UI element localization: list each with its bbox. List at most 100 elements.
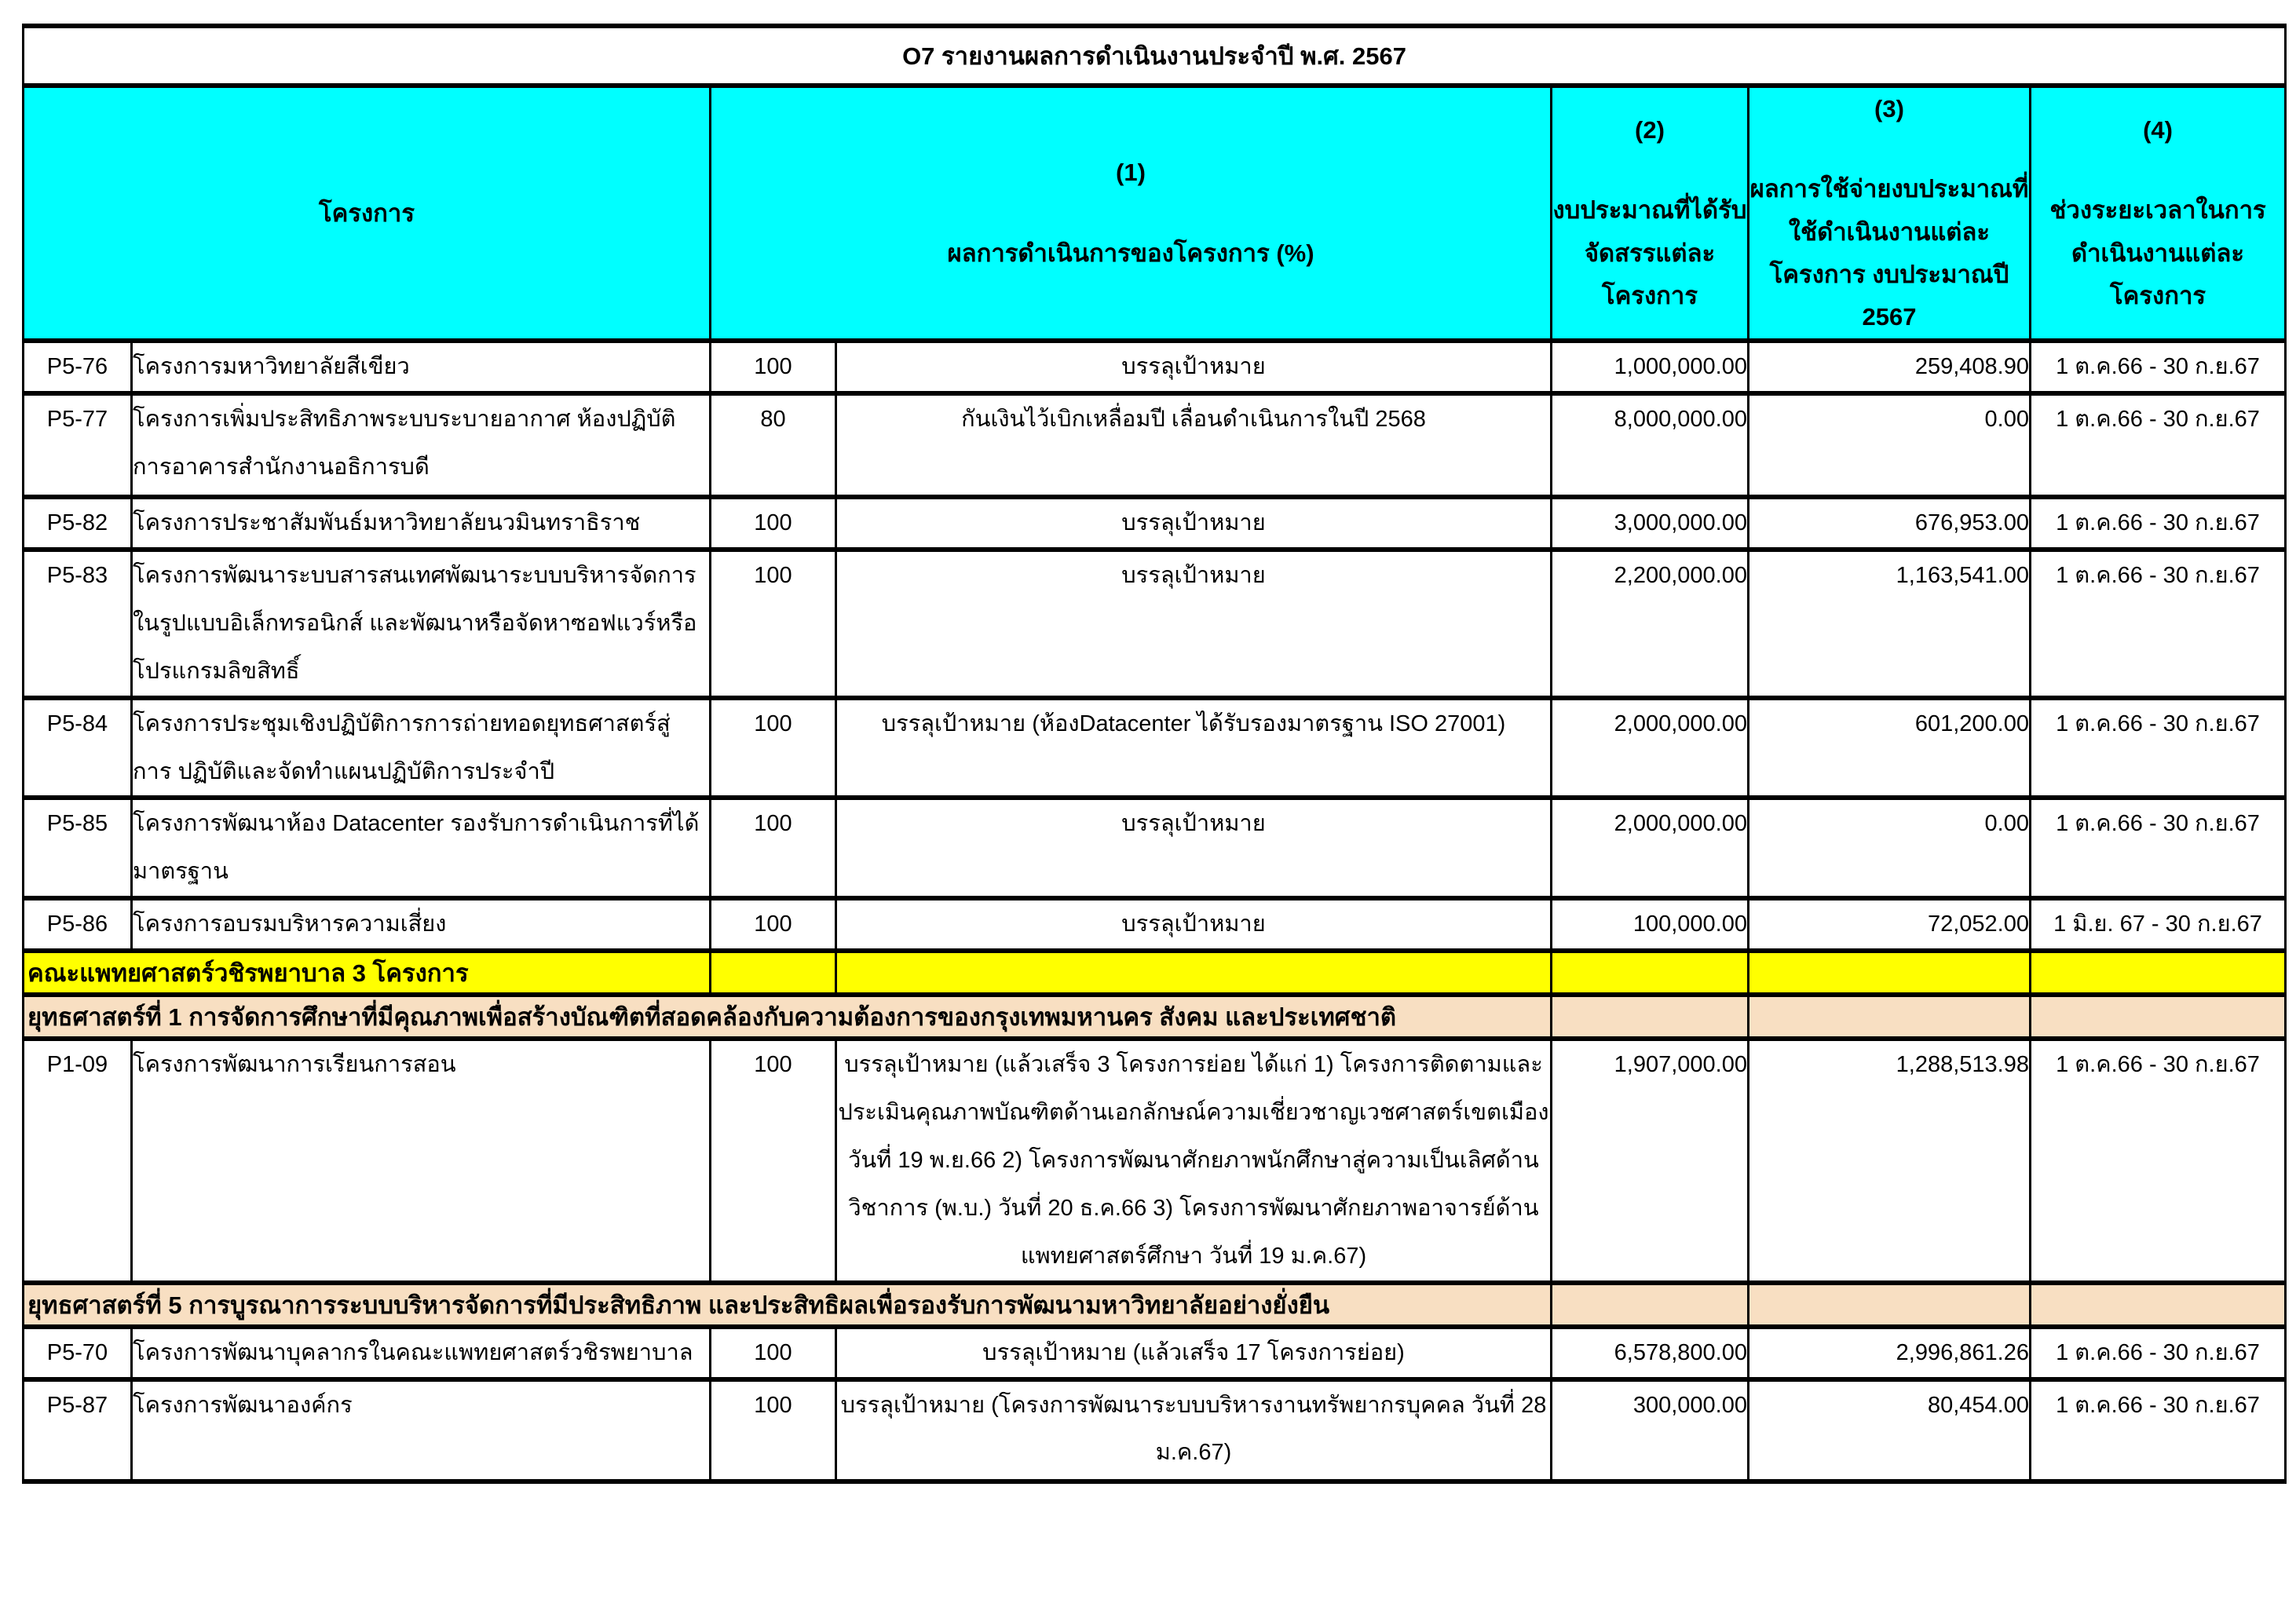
header-col3-number: (3): [1874, 95, 1904, 122]
cell-budget: 1,907,000.00: [1550, 1036, 1749, 1285]
cell-percent: 80: [709, 391, 837, 500]
header-project-label: โครงการ: [318, 199, 415, 227]
cell-spent: 0.00: [1747, 795, 2031, 901]
cell-spent: 1,288,513.98: [1747, 1036, 2031, 1285]
cell-project-name: โครงการพัฒนาบุคลากรในคณะแพทยศาสตร์วชิรพย…: [130, 1324, 711, 1382]
cell-spent: 1,163,541.00: [1747, 547, 2031, 700]
cell-project-id: P5-86: [22, 896, 133, 954]
report-title: O7 รายงานผลการดำเนินงานประจำปี พ.ศ. 2567: [21, 24, 2287, 88]
cell-project-id: P5-82: [22, 495, 133, 553]
header-col4-number: (4): [2143, 116, 2173, 144]
table-row: P5-87 โครงการพัฒนาองค์กร 100 บรรลุเป้าหม…: [22, 1376, 2287, 1484]
empty-cell: [1550, 948, 1749, 998]
cell-project-name: โครงการพัฒนาองค์กร: [130, 1376, 711, 1484]
header-col1: (1) ผลการดำเนินการของโครงการ (%): [709, 82, 1552, 344]
section-row-strategy-5: ยุทธศาสตร์ที่ 5 การบูรณาการระบบบริหารจัด…: [22, 1280, 2287, 1329]
header-col3-label: ผลการใช้จ่ายงบประมาณที่ใช้ดำเนินงานแต่ละ…: [1749, 175, 2029, 331]
cell-percent: 100: [709, 495, 837, 553]
header-col2-number: (2): [1635, 116, 1665, 144]
table-row: P5-85 โครงการพัฒนาห้อง Datacenter รองรับ…: [22, 795, 2287, 901]
cell-budget: 100,000.00: [1550, 896, 1749, 954]
cell-result: บรรลุเป้าหมาย: [835, 896, 1552, 954]
cell-spent: 601,200.00: [1747, 695, 2031, 801]
cell-period: 1 มิ.ย. 67 - 30 ก.ย.67: [2028, 896, 2287, 954]
cell-percent: 100: [709, 1324, 837, 1382]
table-row: P5-86 โครงการอบรมบริหารความเสี่ยง 100 บร…: [22, 896, 2287, 954]
cell-period: 1 ต.ค.66 - 30 ก.ย.67: [2028, 391, 2287, 500]
cell-budget: 300,000.00: [1550, 1376, 1749, 1484]
cell-project-name: โครงการพัฒนาระบบสารสนเทศพัฒนาระบบบริหารจ…: [130, 547, 711, 700]
cell-project-id: P5-70: [22, 1324, 133, 1382]
cell-budget: 3,000,000.00: [1550, 495, 1749, 553]
cell-spent: 676,953.00: [1747, 495, 2031, 553]
cell-project-id: P5-85: [22, 795, 133, 901]
cell-budget: 2,000,000.00: [1550, 695, 1749, 801]
empty-cell: [1550, 992, 1749, 1042]
cell-project-id: P5-77: [22, 391, 133, 500]
cell-spent: 259,408.90: [1747, 338, 2031, 396]
cell-result: บรรลุเป้าหมาย: [835, 795, 1552, 901]
cell-period: 1 ต.ค.66 - 30 ก.ย.67: [2028, 695, 2287, 801]
cell-project-name: โครงการพัฒนาห้อง Datacenter รองรับการดำเ…: [130, 795, 711, 901]
cell-result: บรรลุเป้าหมาย (โครงการพัฒนาระบบบริหารงาน…: [835, 1376, 1552, 1484]
cell-budget: 8,000,000.00: [1550, 391, 1749, 500]
cell-spent: 80,454.00: [1747, 1376, 2031, 1484]
cell-result: บรรลุเป้าหมาย: [835, 338, 1552, 396]
empty-cell: [1747, 948, 2031, 998]
cell-project-name: โครงการพัฒนาการเรียนการสอน: [130, 1036, 711, 1285]
header-col1-label: ผลการดำเนินการของโครงการ (%): [947, 239, 1314, 267]
cell-result: บรรลุเป้าหมาย: [835, 495, 1552, 553]
empty-cell: [1747, 1280, 2031, 1329]
header-col4: (4) ช่วงระยะเวลาในการดำเนินงานแต่ละโครงก…: [2028, 82, 2287, 344]
cell-project-name: โครงการเพิ่มประสิทธิภาพระบบระบายอากาศ ห้…: [130, 391, 711, 500]
section-row-faculty: คณะแพทยศาสตร์วชิรพยาบาล 3 โครงการ: [22, 948, 2287, 998]
cell-spent: 2,996,861.26: [1747, 1324, 2031, 1382]
header-col1-number: (1): [1116, 159, 1146, 187]
cell-project-name: โครงการมหาวิทยาลัยสีเขียว: [130, 338, 711, 396]
cell-percent: 100: [709, 795, 837, 901]
cell-period: 1 ต.ค.66 - 30 ก.ย.67: [2028, 1036, 2287, 1285]
title-row: O7 รายงานผลการดำเนินงานประจำปี พ.ศ. 2567: [21, 24, 2287, 88]
empty-cell: [835, 948, 1552, 998]
empty-cell: [709, 948, 837, 998]
empty-cell: [1550, 1280, 1749, 1329]
table-row: P5-70 โครงการพัฒนาบุคลากรในคณะแพทยศาสตร์…: [22, 1324, 2287, 1382]
cell-percent: 100: [709, 1036, 837, 1285]
cell-period: 1 ต.ค.66 - 30 ก.ย.67: [2028, 795, 2287, 901]
section-faculty-label: คณะแพทยศาสตร์วชิรพยาบาล 3 โครงการ: [22, 948, 711, 998]
cell-percent: 100: [709, 695, 837, 801]
header-row: โครงการ (1) ผลการดำเนินการของโครงการ (%)…: [22, 82, 2287, 344]
cell-result: บรรลุเป้าหมาย (ห้องDatacenter ได้รับรองม…: [835, 695, 1552, 801]
table-row: P5-84 โครงการประชุมเชิงปฏิบัติการการถ่าย…: [22, 695, 2287, 801]
header-col2: (2) งบประมาณที่ได้รับจัดสรรแต่ละโครงการ: [1550, 82, 1749, 344]
cell-project-id: P5-87: [22, 1376, 133, 1484]
cell-period: 1 ต.ค.66 - 30 ก.ย.67: [2028, 338, 2287, 396]
cell-budget: 2,200,000.00: [1550, 547, 1749, 700]
cell-spent: 72,052.00: [1747, 896, 2031, 954]
cell-project-name: โครงการประชุมเชิงปฏิบัติการการถ่ายทอดยุท…: [130, 695, 711, 801]
cell-period: 1 ต.ค.66 - 30 ก.ย.67: [2028, 547, 2287, 700]
cell-period: 1 ต.ค.66 - 30 ก.ย.67: [2028, 1376, 2287, 1484]
cell-result: กันเงินไว้เบิกเหลื่อมปี เลื่อนดำเนินการใ…: [835, 391, 1552, 500]
section-strategy1-label: ยุทธศาสตร์ที่ 1 การจัดการศึกษาที่มีคุณภา…: [22, 992, 1552, 1042]
performance-report-table: O7 รายงานผลการดำเนินงานประจำปี พ.ศ. 2567…: [21, 24, 2287, 1484]
table-row: P1-09 โครงการพัฒนาการเรียนการสอน 100 บรร…: [22, 1036, 2287, 1285]
cell-project-id: P5-83: [22, 547, 133, 700]
cell-period: 1 ต.ค.66 - 30 ก.ย.67: [2028, 495, 2287, 553]
cell-project-id: P5-76: [22, 338, 133, 396]
empty-cell: [2028, 992, 2287, 1042]
header-project: โครงการ: [22, 82, 711, 344]
cell-percent: 100: [709, 547, 837, 700]
header-col4-label: ช่วงระยะเวลาในการดำเนินงานแต่ละโครงการ: [2049, 196, 2266, 309]
cell-result: บรรลุเป้าหมาย (แล้วเสร็จ 3 โครงการย่อย ไ…: [835, 1036, 1552, 1285]
section-row-strategy-1: ยุทธศาสตร์ที่ 1 การจัดการศึกษาที่มีคุณภา…: [22, 992, 2287, 1042]
cell-percent: 100: [709, 896, 837, 954]
section-strategy5-label: ยุทธศาสตร์ที่ 5 การบูรณาการระบบบริหารจัด…: [22, 1280, 1552, 1329]
cell-percent: 100: [709, 1376, 837, 1484]
cell-project-name: โครงการอบรมบริหารความเสี่ยง: [130, 896, 711, 954]
empty-cell: [2028, 948, 2287, 998]
cell-budget: 1,000,000.00: [1550, 338, 1749, 396]
cell-percent: 100: [709, 338, 837, 396]
cell-project-id: P1-09: [22, 1036, 133, 1285]
